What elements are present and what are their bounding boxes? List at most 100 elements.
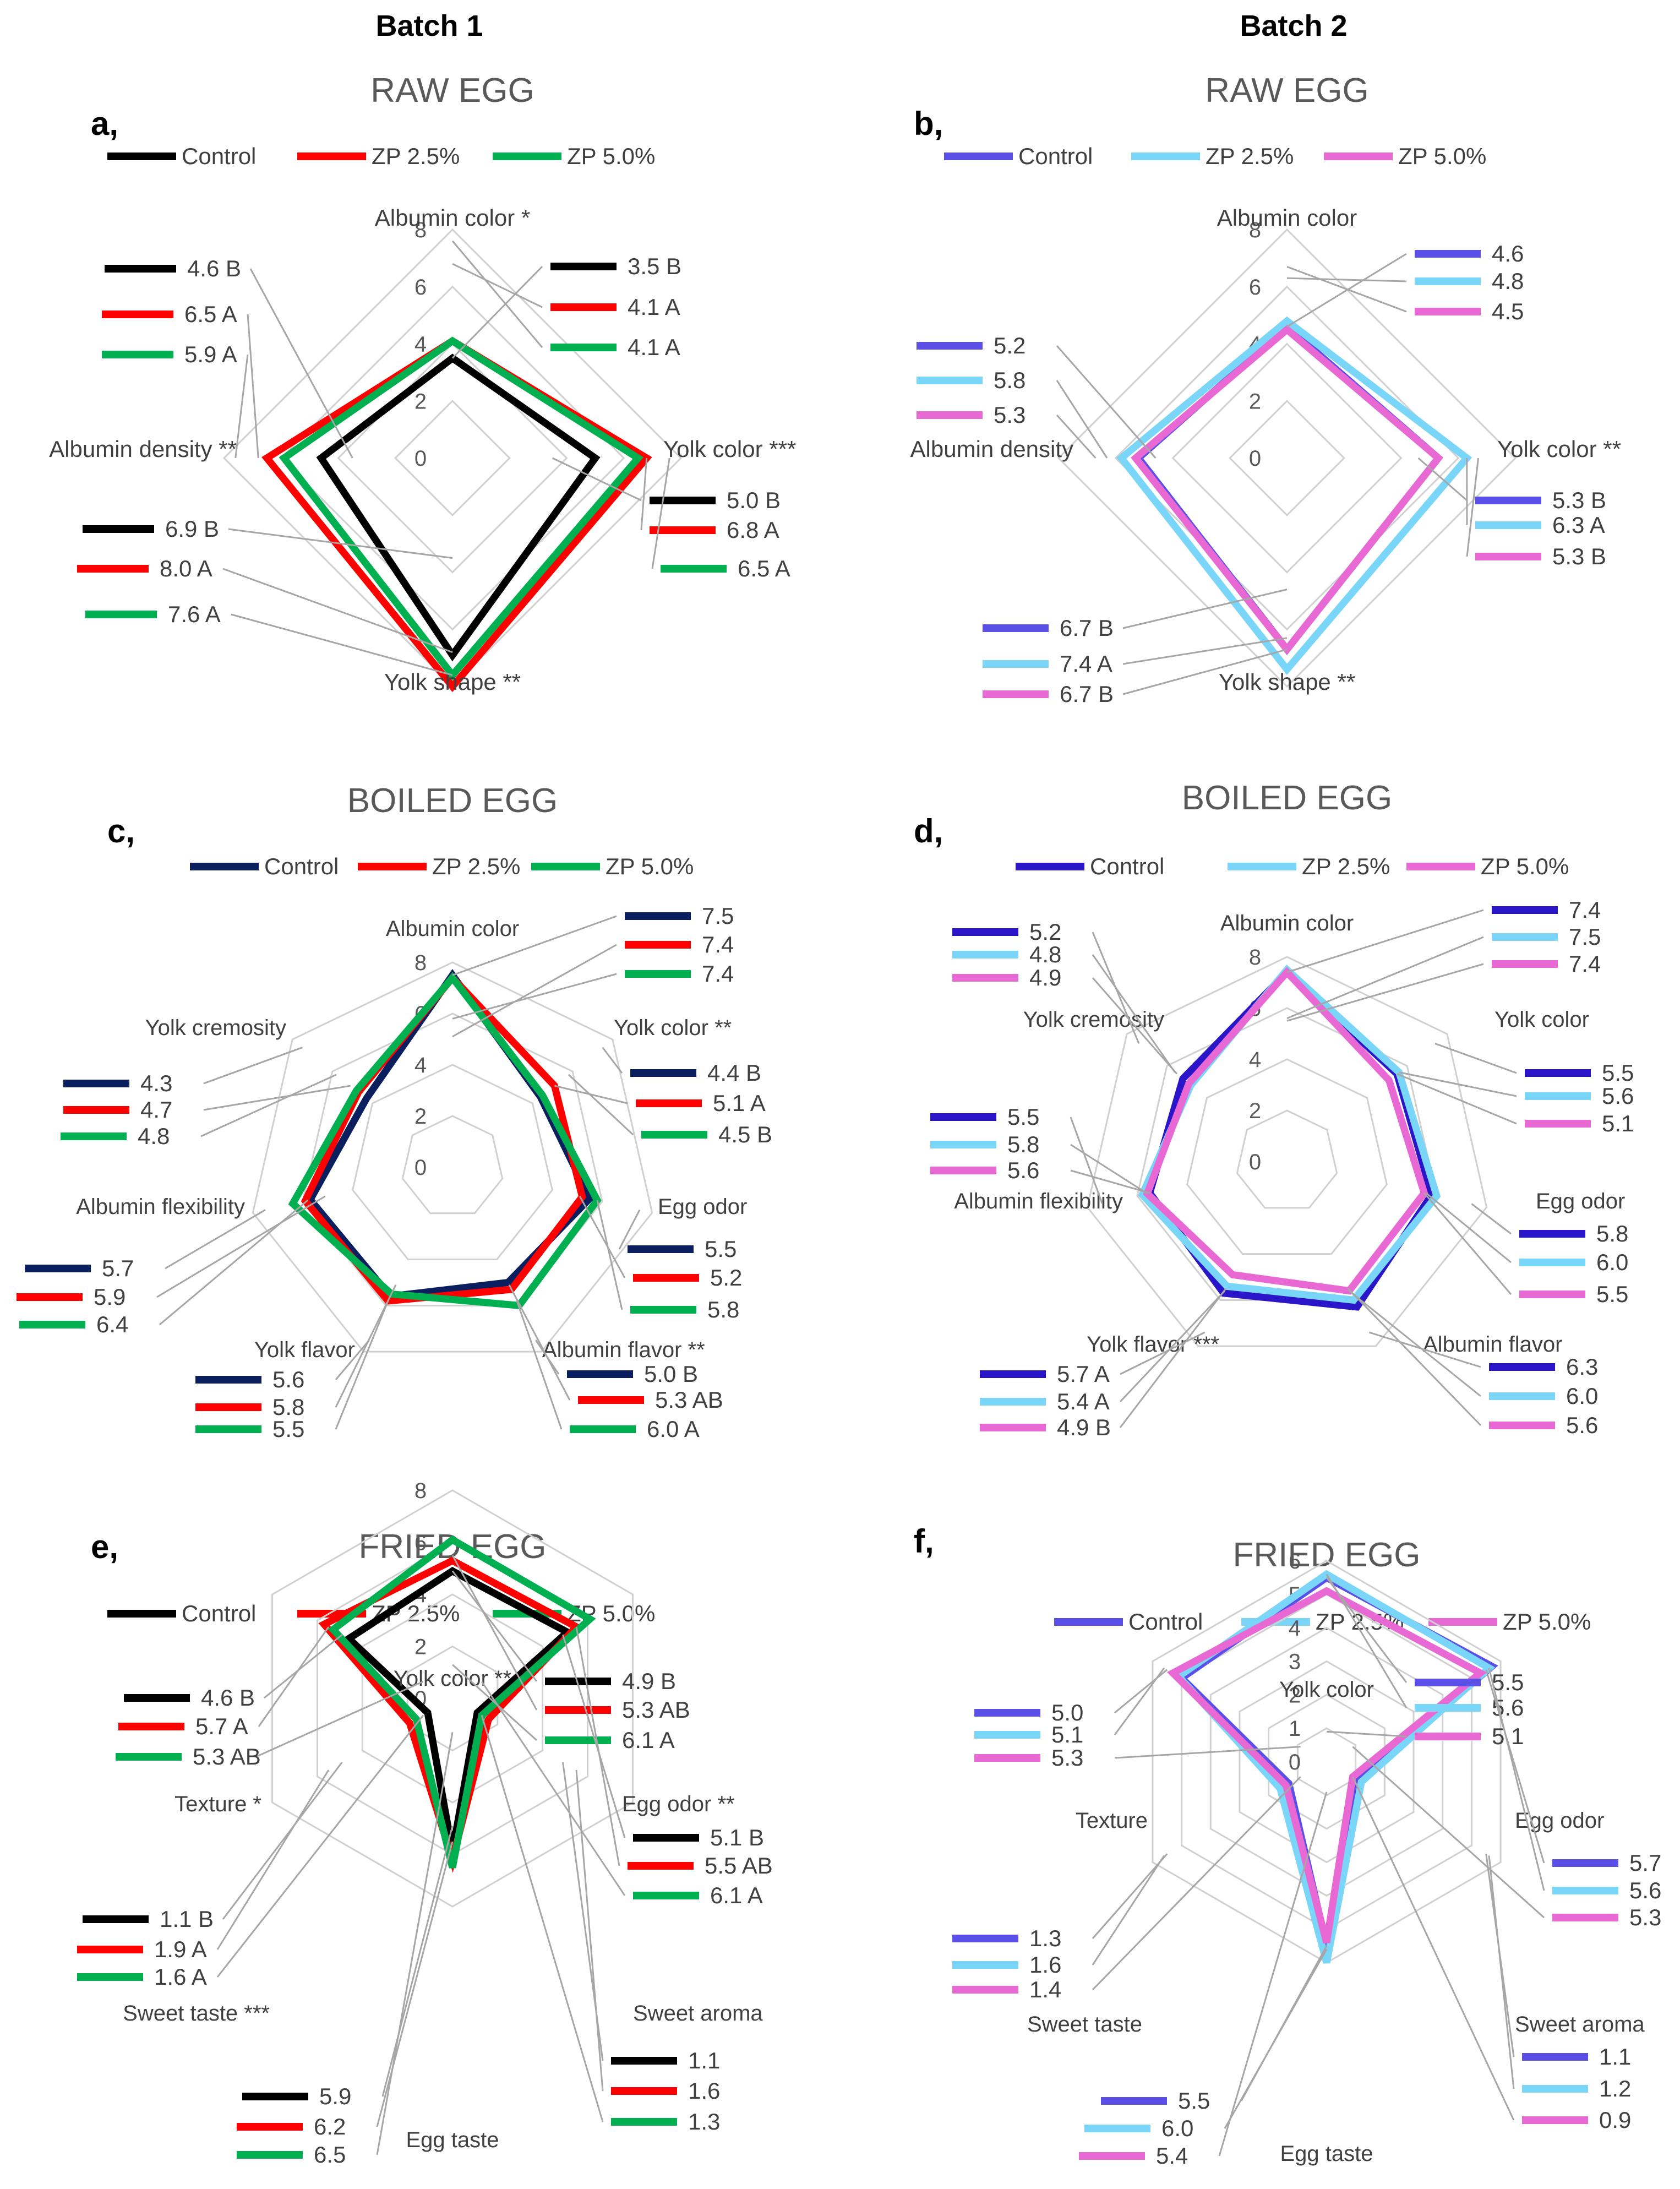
leader-line: [1399, 1071, 1517, 1097]
data-label: 5.9 A: [184, 341, 237, 367]
axis-label: Albumin flexibility: [954, 1189, 1123, 1213]
data-label: 6.7 B: [1060, 681, 1114, 707]
leader-line: [1286, 963, 1484, 1022]
leader-line: [228, 528, 453, 559]
leader-line: [1092, 977, 1178, 1075]
tick-label: 6: [414, 275, 427, 300]
legend-label: ZP 2.5%: [1206, 143, 1294, 169]
data-label: 4.8: [1492, 268, 1524, 294]
leader-line: [1070, 1143, 1148, 1195]
data-label: 6.9 B: [165, 516, 219, 542]
batch1-header: Batch 1: [375, 9, 483, 42]
axis-label: Yolk shape **: [1219, 669, 1355, 695]
data-label: 5.5: [272, 1416, 304, 1442]
leader-line: [1471, 1203, 1512, 1235]
tick-label: 0: [414, 1156, 427, 1180]
axis-label: Egg odor: [658, 1195, 747, 1219]
tick-label: 4: [1249, 1048, 1261, 1072]
leader-line: [452, 263, 543, 308]
leader-line: [552, 457, 642, 502]
data-label: 5.3 AB: [622, 1697, 690, 1723]
leader-line: [481, 1681, 626, 1896]
data-label: 5.0 B: [644, 1361, 698, 1387]
data-label: 5.4: [1156, 2143, 1188, 2169]
axis-label: Yolk color: [1279, 1678, 1374, 1702]
legend-label: ZP 5.0%: [1503, 1609, 1591, 1635]
axis-label: Yolk color **: [1497, 436, 1621, 462]
axis-label: Yolk flavor ***: [1087, 1332, 1219, 1357]
data-label: 1.3: [1029, 1925, 1061, 1951]
axis-label: Albumin color: [1217, 205, 1357, 231]
data-label: 4.9: [1029, 965, 1061, 990]
data-label: 4.5 B: [718, 1121, 772, 1147]
grid-ring: [280, 285, 625, 631]
data-label: 5.8: [1596, 1221, 1628, 1246]
leader-line: [451, 265, 543, 359]
data-label: 5.9: [319, 2083, 351, 2109]
data-label: 5.5: [1602, 1060, 1634, 1086]
panel-letter: f,: [914, 1523, 934, 1560]
leader-line: [222, 1761, 343, 1920]
tick-label: 3: [1289, 1650, 1301, 1674]
leader-line: [516, 1300, 563, 1430]
data-label: 5.8: [272, 1394, 304, 1420]
leader-line: [1426, 1192, 1512, 1264]
data-label: 5.8: [1007, 1131, 1039, 1157]
data-label: 3.5 B: [628, 253, 681, 279]
leader-line: [452, 915, 617, 976]
leader-line: [1114, 1746, 1301, 1759]
axis-label: Yolk color: [1494, 1008, 1589, 1032]
data-label: 5.1: [1051, 1722, 1083, 1747]
data-label: 5.1 A: [713, 1090, 766, 1116]
leader-line: [1434, 1043, 1517, 1074]
leader-line: [247, 314, 259, 459]
leader-line: [508, 1284, 571, 1401]
data-label: 4.8: [1029, 941, 1061, 967]
leader-line: [1119, 1290, 1226, 1403]
data-label: 8.0 A: [160, 556, 212, 581]
data-label: 5.6: [1566, 1412, 1598, 1438]
leader-line: [234, 354, 249, 459]
data-label: 5.2: [710, 1265, 742, 1290]
grid-ring: [1171, 342, 1403, 574]
leader-line: [451, 1555, 538, 1711]
data-label: 7.5: [1569, 924, 1601, 950]
data-label: 4.4 B: [707, 1060, 761, 1086]
leader-line: [255, 1680, 424, 1758]
data-label: 6.3: [1566, 1354, 1598, 1380]
panel-letter: a,: [91, 105, 118, 142]
axis-label: Albumin flexibility: [76, 1195, 245, 1219]
data-label: 4.9 B: [1057, 1414, 1111, 1440]
leader-line: [1122, 637, 1288, 665]
tick-label: 2: [1289, 1683, 1301, 1707]
panel-letter: c,: [107, 813, 135, 850]
axis-label: Yolk cremosity: [145, 1016, 286, 1040]
grid-ring: [1057, 228, 1517, 688]
axis-label: Texture: [1076, 1809, 1148, 1833]
leader-line: [165, 1209, 266, 1270]
data-label: 6.0: [1161, 2115, 1193, 2141]
legend-label: ZP 2.5%: [1302, 853, 1390, 879]
data-label: 6.1 A: [710, 1882, 763, 1908]
data-label: 5.6: [1602, 1083, 1634, 1109]
axis-label: Yolk flavor: [254, 1338, 355, 1362]
grid-ring: [1268, 1694, 1386, 1830]
leader-line: [451, 240, 543, 348]
leader-line: [216, 1714, 424, 1978]
leader-line: [562, 1634, 626, 1838]
legend-label: Control: [1018, 143, 1093, 169]
leader-line: [1488, 1668, 1545, 1891]
tick-label: 8: [1249, 218, 1261, 242]
leader-line: [1347, 1288, 1482, 1426]
legend-label: ZP 2.5%: [372, 143, 460, 169]
leader-line: [381, 1826, 454, 2097]
data-label: 7.4: [702, 961, 734, 987]
data-label: 6.3 A: [1552, 512, 1605, 538]
leader-line: [1352, 1776, 1515, 2121]
leader-line: [159, 1199, 309, 1326]
leader-line: [451, 1664, 538, 1741]
series-line: [316, 353, 601, 662]
panel-letter: d,: [914, 813, 943, 850]
